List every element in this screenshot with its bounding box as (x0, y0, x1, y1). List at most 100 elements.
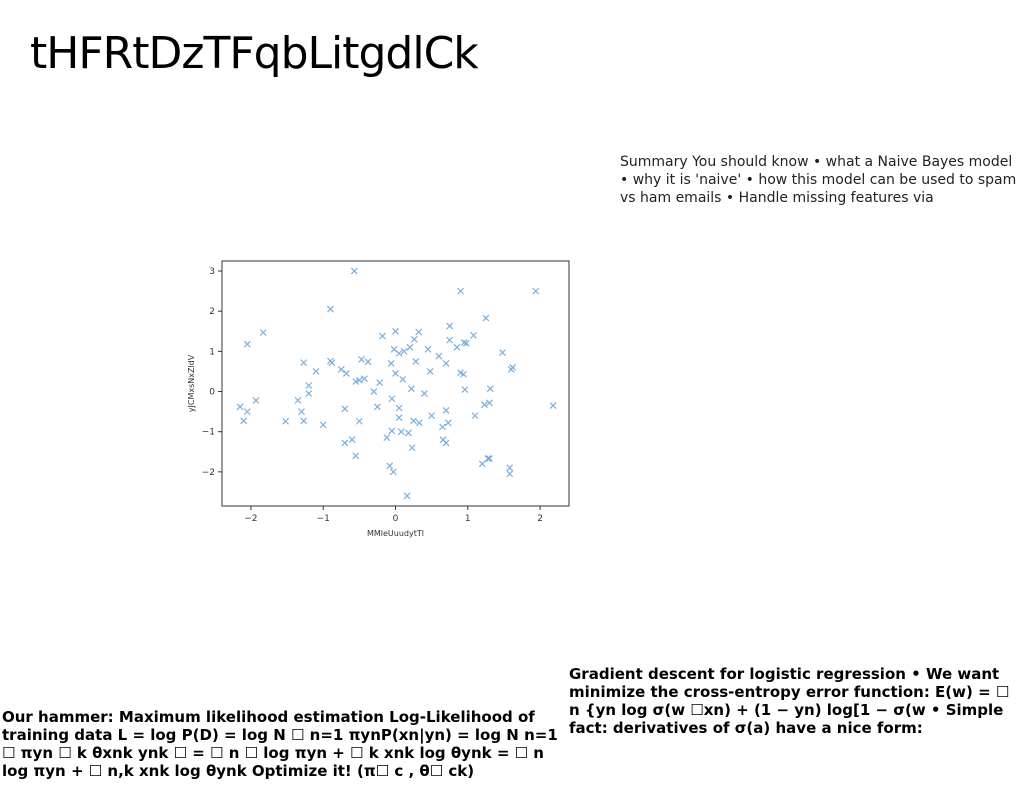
data-point (486, 385, 494, 393)
data-point (412, 357, 420, 365)
data-point (294, 396, 302, 404)
data-point (282, 417, 290, 425)
data-point (453, 343, 461, 351)
scatter-chart: −2 −1 0 1 2 −2 −1 0 1 2 3 MMleUuudytTl yJCMxsNxZldV (180, 255, 580, 540)
data-point (341, 405, 349, 413)
data-point (506, 470, 514, 478)
data-point (337, 366, 345, 373)
data-point (442, 359, 450, 367)
data-point (407, 385, 415, 393)
data-point (532, 287, 540, 295)
page-title: tHFRtDzTFqbLitgdlCk (30, 28, 479, 79)
data-point (358, 355, 365, 363)
gradient-descent-text: Gradient descent for logistic regression… (569, 665, 1010, 737)
data-point (348, 436, 356, 444)
data-point (403, 492, 411, 500)
data-point (460, 370, 467, 378)
data-point (395, 414, 403, 422)
data-point (426, 368, 434, 375)
data-point (478, 460, 486, 468)
data-point (300, 417, 308, 425)
data-point (243, 408, 251, 416)
y-tick-label: −2 (202, 468, 215, 478)
data-point (370, 388, 378, 395)
data-point (300, 359, 308, 367)
y-tick-label: 0 (209, 388, 215, 398)
data-point (305, 390, 313, 397)
x-axis-label: MMleUuudytTl (367, 529, 424, 538)
data-point (507, 366, 515, 373)
data-point (342, 370, 350, 377)
data-point (439, 423, 446, 431)
data-point (435, 352, 443, 360)
data-point (406, 343, 414, 351)
data-point (319, 421, 327, 429)
data-point (405, 429, 412, 437)
data-point (486, 399, 493, 407)
y-tick-label: 2 (209, 307, 215, 317)
data-point (395, 404, 403, 412)
data-point (305, 382, 313, 389)
data-point (420, 390, 428, 397)
data-point (442, 439, 450, 447)
data-point (327, 357, 334, 365)
data-point (424, 345, 432, 353)
data-point (470, 331, 477, 339)
y-tick-label: 3 (209, 267, 215, 277)
x-tick-label: −2 (244, 514, 257, 524)
data-point (327, 305, 334, 313)
data-point (442, 406, 450, 414)
data-point (395, 349, 403, 357)
data-point (387, 359, 395, 367)
data-point (243, 340, 251, 348)
data-point (446, 322, 454, 330)
data-point (388, 395, 396, 403)
y-tick-label: 1 (209, 347, 215, 357)
data-point (374, 403, 381, 411)
data-point (461, 386, 469, 393)
data-point (415, 419, 423, 427)
data-point (460, 339, 468, 346)
data-point (390, 345, 398, 353)
x-tick-label: 2 (537, 514, 543, 524)
data-point (259, 329, 267, 336)
max-likelihood-text: Our hammer: Maximum likelihood estimatio… (2, 708, 558, 780)
data-point (379, 332, 386, 340)
data-point (389, 468, 397, 476)
data-point (428, 412, 436, 420)
data-point (392, 370, 399, 377)
data-point (355, 417, 363, 425)
chart-svg: −2 −1 0 1 2 −2 −1 0 1 2 3 MMleUuudytTl yJCMxsNxZldV (187, 260, 570, 538)
data-point (499, 349, 506, 356)
data-point (415, 328, 423, 336)
data-point (400, 347, 408, 355)
data-point (360, 375, 368, 383)
data-point (408, 444, 416, 452)
data-point (341, 439, 349, 447)
data-point (392, 327, 399, 335)
data-point (386, 462, 394, 470)
data-point (410, 335, 418, 343)
data-point (549, 402, 557, 410)
data-point (350, 267, 358, 275)
data-point (482, 314, 490, 322)
summary-text: Summary You should know • what a Naive B… (620, 154, 1017, 206)
data-point (312, 368, 320, 375)
data-point (236, 403, 244, 411)
data-point (397, 428, 405, 436)
data-point (471, 412, 479, 420)
data-point (410, 417, 417, 425)
x-tick-label: 1 (465, 514, 471, 524)
data-point (462, 339, 470, 347)
y-axis-label: yJCMxsNxZldV (187, 354, 196, 412)
data-point (399, 376, 407, 383)
data-point (486, 455, 493, 463)
data-point (480, 401, 488, 409)
y-tick-label: −1 (202, 428, 215, 438)
data-point (252, 396, 260, 404)
data-point (446, 336, 454, 344)
data-point (506, 464, 514, 472)
data-point (484, 455, 492, 463)
data-point (383, 434, 391, 442)
data-point (355, 376, 363, 384)
